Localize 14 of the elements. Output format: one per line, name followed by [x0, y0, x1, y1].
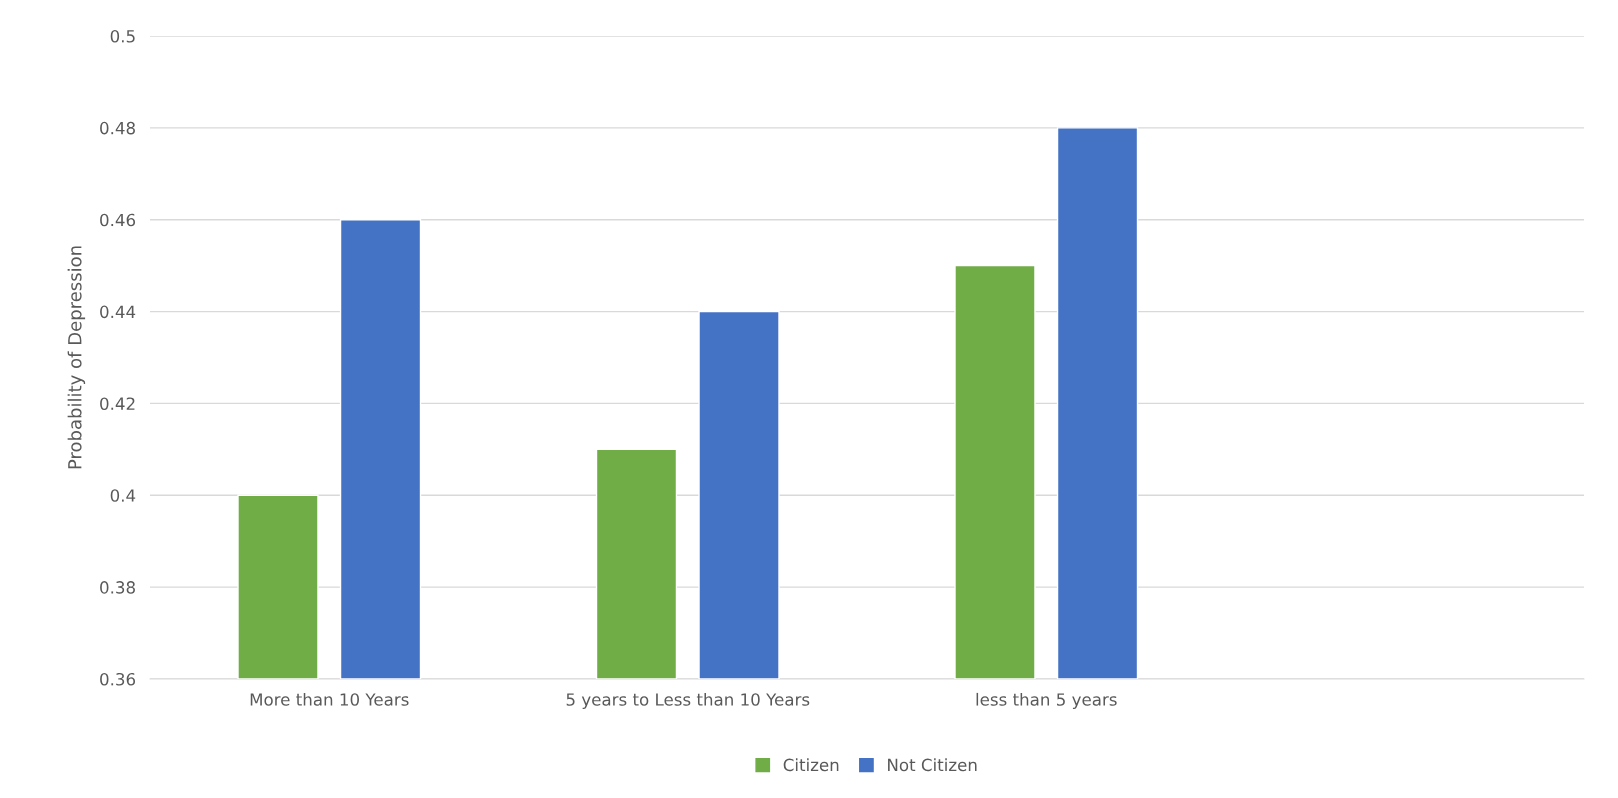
y-tick-label: 0.42 [100, 397, 135, 410]
x-tick-label: More than 10 Years [250, 692, 409, 706]
x-tick-label: less than 5 years [976, 692, 1117, 710]
y-tick-label: 0.4 [110, 489, 136, 502]
y-tick-label: 0.46 [100, 213, 136, 227]
y-tick-label: 0.48 [100, 121, 135, 135]
y-axis-title: Probability of Depression [67, 246, 86, 469]
legend-label: Not Citizen [888, 758, 977, 772]
legend-label: Citizen [783, 758, 839, 772]
y-tick-label: 0.44 [100, 305, 136, 319]
y-tick-label: 0.36 [100, 672, 136, 686]
y-tick-label: 0.5 [110, 29, 135, 43]
x-tick-label: 5 years to Less than 10 Years [566, 692, 810, 710]
y-tick-label: 0.38 [100, 581, 135, 594]
